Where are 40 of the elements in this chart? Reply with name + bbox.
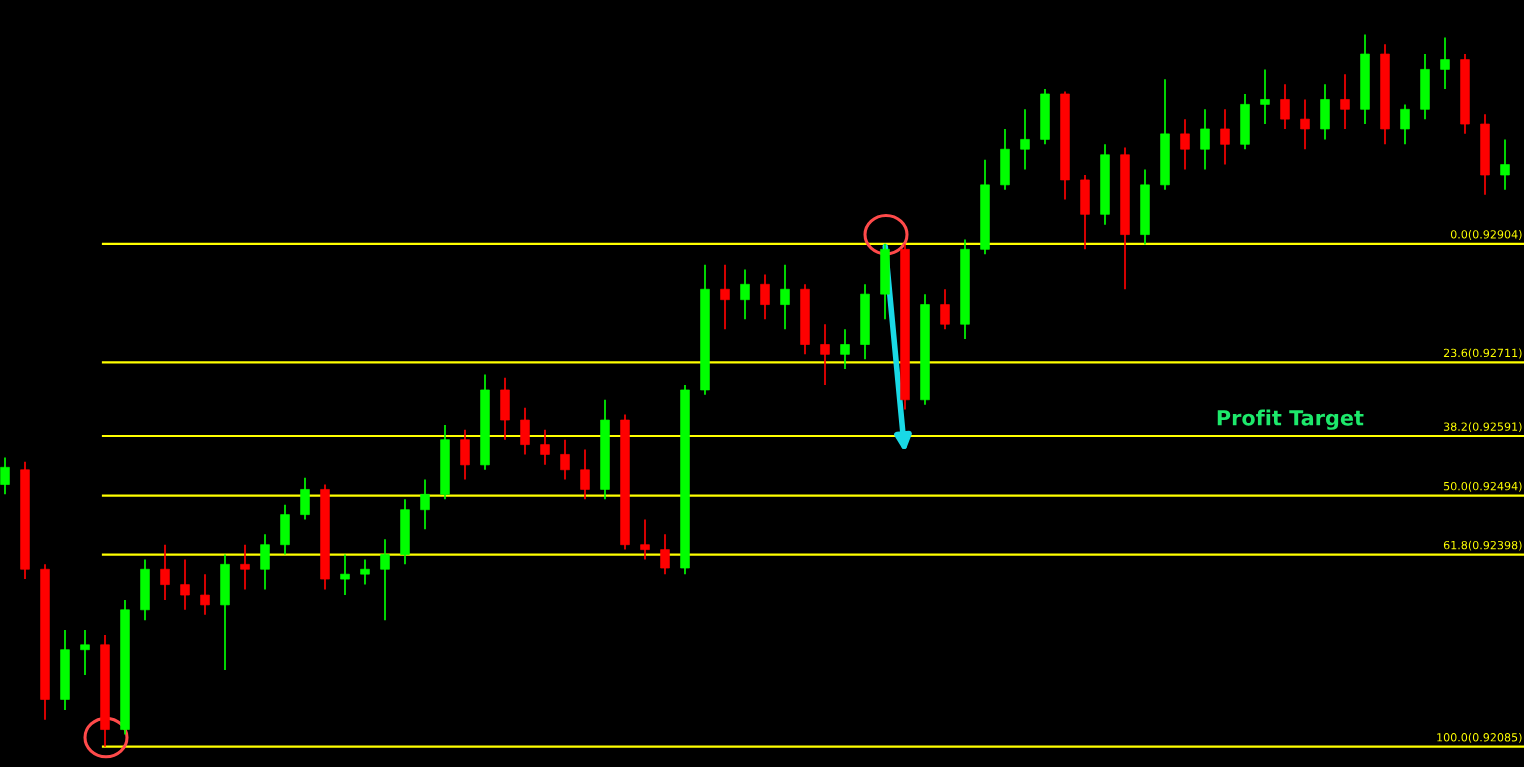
candlestick xyxy=(380,538,390,622)
candlestick xyxy=(80,629,90,676)
candlestick xyxy=(1260,68,1270,125)
candlestick xyxy=(340,553,350,596)
candlestick xyxy=(360,558,370,586)
ref-line-label: 61.8(0.92398) xyxy=(1443,540,1522,551)
candlestick xyxy=(240,543,250,591)
candlestick xyxy=(180,558,190,611)
candlestick xyxy=(1220,108,1230,166)
candlestick xyxy=(720,263,730,330)
ref-line-label: 23.6(0.92711) xyxy=(1443,348,1522,359)
candlestick xyxy=(1180,118,1190,171)
candlestick xyxy=(580,448,590,501)
candlestick xyxy=(1280,83,1290,130)
annotation: Profit Target xyxy=(1217,409,1364,430)
candlestick xyxy=(1020,108,1030,171)
candlestick xyxy=(760,273,770,321)
candlestick xyxy=(540,429,550,466)
candlestick xyxy=(0,456,10,496)
candlestick xyxy=(820,323,830,386)
candlestick xyxy=(1200,108,1210,171)
candlestick xyxy=(640,518,650,561)
candlestick xyxy=(1340,73,1350,130)
ref-line-label: 50.0(0.92494) xyxy=(1443,481,1522,492)
candlestick xyxy=(560,438,570,481)
candlestick xyxy=(1300,98,1310,151)
candlestick xyxy=(660,533,670,576)
candlestick xyxy=(200,573,210,616)
candlestick xyxy=(780,263,790,330)
ref-line-label: 38.2(0.92591) xyxy=(1443,422,1522,433)
ref-line-label: 100.0(0.92085) xyxy=(1437,732,1522,743)
candlestick xyxy=(420,478,430,531)
candlestick xyxy=(740,268,750,321)
candlestick xyxy=(160,543,170,601)
ref-line-label: 0.0(0.92904) xyxy=(1450,229,1522,240)
candlestick xyxy=(1440,36,1450,90)
candlestick xyxy=(840,328,850,370)
candlestick xyxy=(1500,138,1510,191)
candlestick xyxy=(1400,103,1410,146)
candlestick xyxy=(940,288,950,330)
